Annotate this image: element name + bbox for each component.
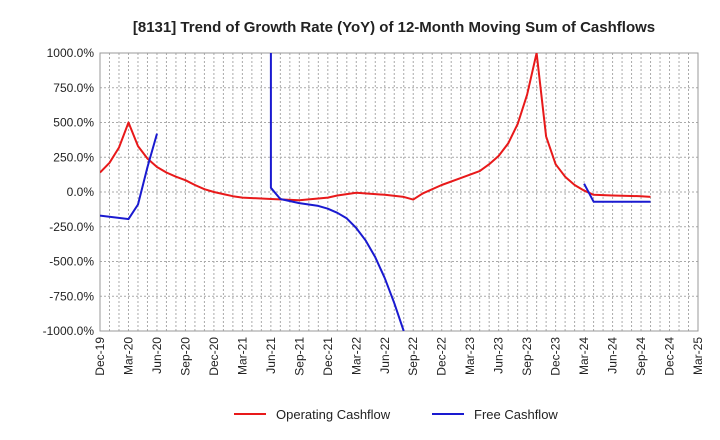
x-tick-label: Mar-21	[235, 337, 249, 375]
series-line-free-cashflow	[269, 53, 405, 331]
x-tick-label: Sep-21	[292, 337, 306, 376]
series-line-free-cashflow	[100, 133, 158, 221]
x-tick-label: Sep-20	[178, 337, 192, 376]
x-tick-label: Mar-25	[691, 337, 705, 375]
x-tick-label: Jun-23	[492, 337, 506, 374]
y-tick-label: -1000.0%	[43, 324, 95, 338]
y-tick-label: -250.0%	[49, 220, 94, 234]
y-tick-labels: 1000.0% 750.0% 500.0% 250.0% 0.0% -250.0% -500…	[43, 46, 95, 338]
y-tick-label: 750.0%	[53, 81, 94, 95]
legend: Operating Cashflow Free Cashflow	[234, 407, 558, 422]
y-tick-label: 250.0%	[53, 150, 94, 164]
gridlines	[99, 52, 699, 332]
x-tick-label: Sep-23	[520, 337, 534, 376]
series-lines	[100, 53, 651, 331]
y-tick-label: 1000.0%	[47, 46, 95, 60]
x-tick-label: Sep-24	[634, 337, 648, 376]
x-tick-label: Dec-24	[663, 337, 677, 376]
plot-frame	[99, 52, 699, 332]
y-tick-label: 0.0%	[67, 185, 95, 199]
legend-label-free-cashflow: Free Cashflow	[474, 407, 558, 422]
x-tick-labels: Dec-19 Mar-20 Jun-20 Sep-20 Dec-20 Mar-21 Jun-…	[93, 337, 705, 376]
x-tick-label: Sep-22	[406, 337, 420, 376]
x-tick-label: Mar-20	[121, 337, 135, 375]
series-line-operating-cashflow	[100, 53, 651, 202]
chart-title: [8131] Trend of Growth Rate (YoY) of 12-…	[133, 19, 655, 36]
x-tick-label: Jun-21	[264, 337, 278, 374]
x-tick-label: Dec-23	[549, 337, 563, 376]
x-tick-label: Jun-20	[150, 337, 164, 374]
y-tick-label: -750.0%	[49, 289, 94, 303]
x-tick-label: Jun-22	[378, 337, 392, 374]
y-tick-label: -500.0%	[49, 255, 94, 269]
x-tick-label: Jun-24	[606, 337, 620, 374]
x-tick-label: Dec-22	[435, 337, 449, 376]
y-tick-label: 500.0%	[53, 116, 94, 130]
x-tick-label: Mar-22	[349, 337, 363, 375]
x-tick-label: Mar-24	[577, 337, 591, 375]
legend-label-operating-cashflow: Operating Cashflow	[276, 407, 391, 422]
series-line-free-cashflow	[583, 183, 651, 203]
x-tick-label: Dec-20	[207, 337, 221, 376]
x-tick-label: Dec-19	[93, 337, 107, 376]
x-tick-label: Mar-23	[463, 337, 477, 375]
x-tick-label: Dec-21	[321, 337, 335, 376]
